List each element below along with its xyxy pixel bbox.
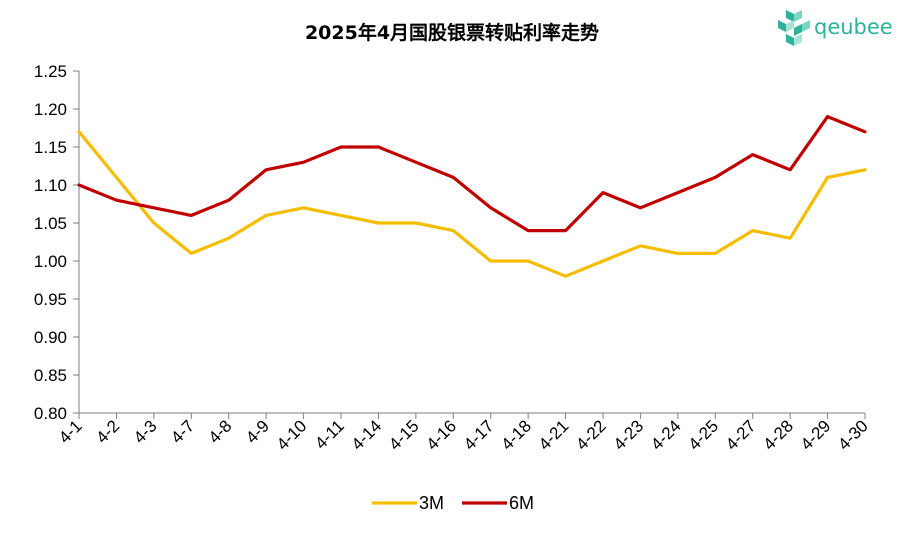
series-line-6m bbox=[77, 114, 867, 233]
logo-text: qeubee bbox=[814, 15, 893, 39]
x-tick-label: 4-29 bbox=[797, 416, 834, 453]
x-tick-label: 4-14 bbox=[348, 416, 385, 453]
y-tick-label: 1.25 bbox=[34, 62, 67, 81]
y-axis-ticks: 1.25 1.20 1.15 1.10 1.05 1.00 0.95 0.90 0.85 0.80 bbox=[34, 62, 79, 423]
legend-label-3m: 3M bbox=[419, 493, 444, 513]
x-tick-label: 4-28 bbox=[759, 416, 796, 453]
logo: qeubee bbox=[778, 10, 893, 46]
legend-label-6m: 6M bbox=[509, 493, 534, 513]
y-tick-label: 0.85 bbox=[34, 366, 67, 385]
x-tick-label: 4-27 bbox=[722, 416, 759, 453]
logo-cube-icon bbox=[778, 10, 810, 46]
x-tick-label: 4-15 bbox=[385, 416, 422, 453]
y-tick-label: 1.15 bbox=[34, 138, 67, 157]
x-tick-label: 4-18 bbox=[497, 416, 534, 453]
series-lines bbox=[77, 114, 867, 278]
x-tick-label: 4-3 bbox=[130, 416, 161, 447]
x-tick-label: 4-7 bbox=[167, 416, 198, 447]
x-tick-label: 4-25 bbox=[685, 416, 722, 453]
x-tick-label: 4-11 bbox=[311, 416, 348, 453]
x-tick-label: 4-8 bbox=[205, 416, 236, 447]
legend: 3M 6M bbox=[372, 493, 534, 513]
y-tick-label: 1.05 bbox=[34, 214, 67, 233]
x-tick-label: 4-16 bbox=[423, 416, 460, 453]
x-tick-label: 4-21 bbox=[535, 416, 572, 453]
x-tick-label: 4-10 bbox=[273, 416, 310, 453]
x-tick-label: 4-24 bbox=[647, 416, 684, 453]
x-axis-ticks: 4-1 4-2 4-3 4-7 4-8 4-9 4-10 4-11 4-14 4-15 4-16 4-… bbox=[55, 413, 872, 454]
x-tick-label: 4-30 bbox=[834, 416, 871, 453]
chart-title: 2025年4月国股银票转贴利率走势 bbox=[305, 21, 599, 44]
y-tick-label: 1.10 bbox=[34, 176, 67, 195]
x-tick-label: 4-9 bbox=[242, 416, 273, 447]
x-tick-label: 4-2 bbox=[92, 416, 123, 447]
x-tick-label: 4-23 bbox=[610, 416, 647, 453]
y-tick-label: 0.90 bbox=[34, 328, 67, 347]
series-line-3m bbox=[77, 130, 867, 278]
x-tick-label: 4-22 bbox=[572, 416, 609, 453]
y-tick-label: 0.95 bbox=[34, 290, 67, 309]
axes bbox=[78, 71, 865, 414]
y-tick-label: 0.80 bbox=[34, 404, 67, 423]
y-tick-label: 1.20 bbox=[34, 100, 67, 119]
x-tick-label: 4-17 bbox=[460, 416, 497, 453]
y-tick-label: 1.00 bbox=[34, 252, 67, 271]
